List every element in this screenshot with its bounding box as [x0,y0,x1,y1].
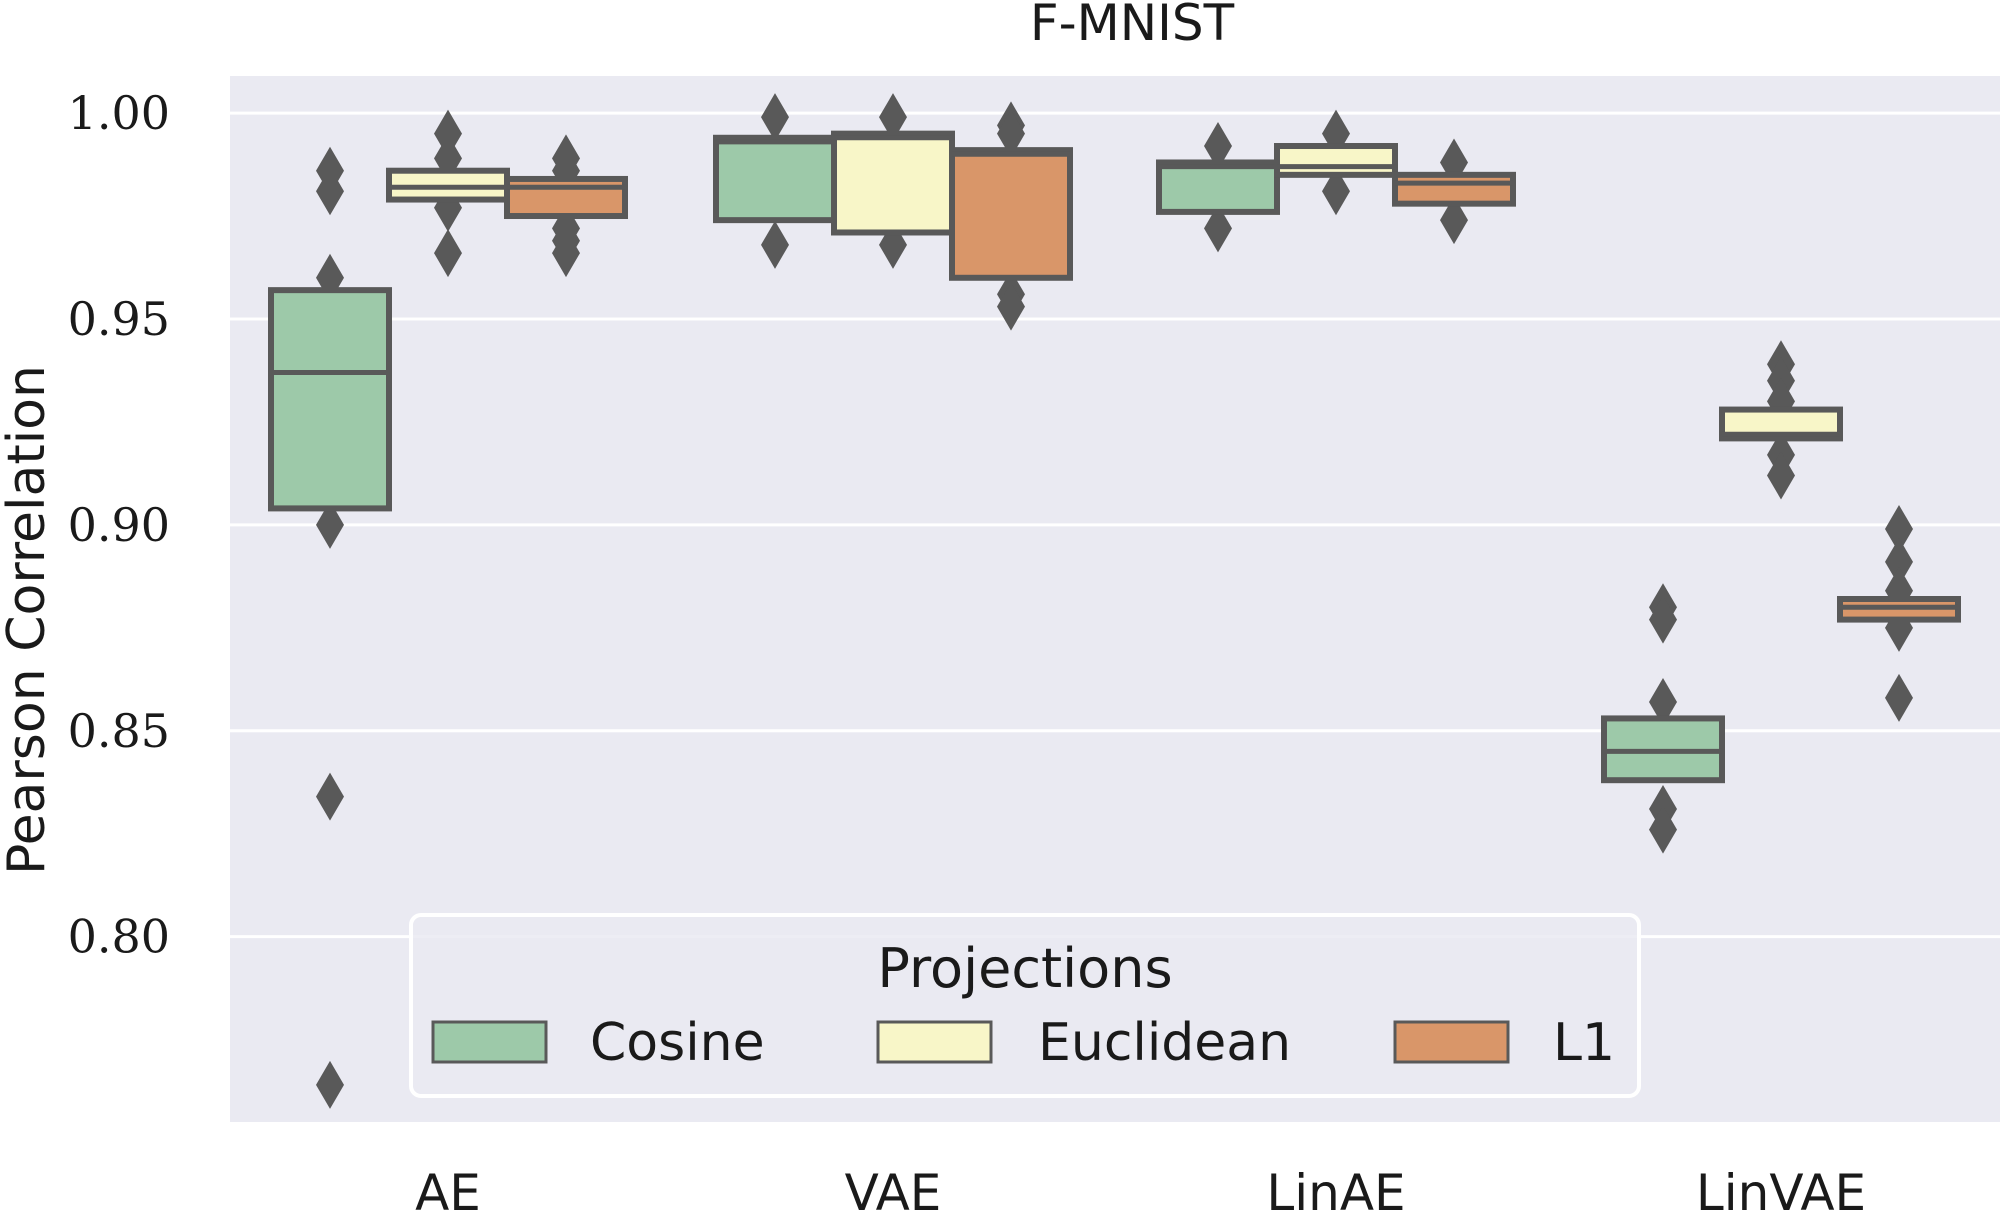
box-group-LinVAE-Euclidean [1719,340,1843,500]
x-tick-label: AE [415,1164,481,1222]
outlier-point [1885,504,1913,553]
y-axis-label: Pearson Correlation [0,365,57,875]
legend-label-cosine: Cosine [590,1013,765,1073]
box-group-AE-L1 [504,134,628,278]
y-tick-label: 1.00 [68,86,170,140]
box-body [268,287,392,512]
legend-swatch-euclidean [876,1020,993,1064]
outlier-point [1649,677,1677,726]
outlier-point [434,229,462,278]
box-body [713,134,837,224]
box-group-AE-Euclidean [386,109,510,278]
legend-label-l1: L1 [1553,1013,1615,1073]
y-tick-label: 0.90 [68,498,170,552]
legend-swatch-cosine [431,1020,548,1064]
box-body [1156,159,1280,215]
outlier-point [761,93,789,142]
outlier-point [1649,805,1677,854]
legend-entries: Cosine Euclidean L1 [431,1013,1615,1073]
outlier-point [1885,673,1913,722]
y-tick-labels: 0.80 0.85 0.90 0.95 1.00 [68,86,170,964]
x-tick-labels: AE VAE LinAE LinVAE [415,1164,1866,1222]
chart-marks [268,93,1961,1109]
outlier-point [1885,537,1913,586]
x-tick-label: LinAE [1266,1164,1405,1222]
outlier-point [1204,204,1232,253]
box-body [1274,143,1398,178]
y-tick-label: 0.80 [68,910,170,964]
outlier-point [552,229,580,278]
box-group-VAE-L1 [949,101,1073,331]
box-group-VAE-Euclidean [831,93,955,269]
outlier-point [997,282,1025,331]
outlier-point [316,500,344,549]
outlier-point [434,109,462,158]
legend: Projections Cosine Euclidean L1 [409,913,1641,1098]
box-group-LinAE-Euclidean [1274,109,1398,216]
box-body [1392,171,1516,207]
legend-swatch-l1 [1393,1020,1510,1064]
x-tick-label: VAE [845,1164,942,1222]
legend-label-euclidean: Euclidean [1038,1013,1291,1073]
box-group-LinVAE-L1 [1837,504,1961,722]
box-group-AE-Cosine [268,146,392,1109]
box-body [504,175,628,220]
y-tick-label: 0.95 [68,292,170,346]
chart-title: F-MNIST [1030,0,1235,52]
box-group-LinVAE-Cosine [1601,583,1725,854]
outlier-point [1322,167,1350,216]
outlier-point [316,1060,344,1109]
outlier-point [761,220,789,269]
outlier-point [1204,122,1232,171]
outlier-point [1649,595,1677,644]
legend-title: Projections [877,937,1172,1000]
x-tick-label: LinVAE [1696,1164,1866,1222]
outlier-point [316,167,344,216]
outlier-point [879,93,907,142]
outlier-point [316,772,344,821]
box-group-LinAE-L1 [1392,138,1516,245]
y-tick-label: 0.85 [68,704,170,758]
box-body [949,147,1073,281]
box-body [831,130,955,236]
outlier-point [997,109,1025,158]
box-group-LinAE-Cosine [1156,122,1280,253]
outlier-point [1767,451,1795,500]
legend-frame [409,913,1641,1098]
outlier-point [1440,196,1468,245]
